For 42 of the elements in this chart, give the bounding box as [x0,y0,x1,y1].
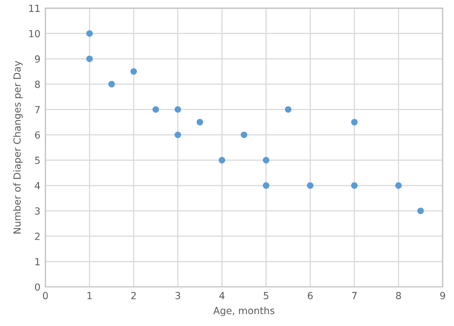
point [262,182,270,189]
point [218,156,226,164]
x-tick-label: 5 [264,292,268,300]
point [108,80,115,88]
point [351,118,358,126]
point [174,106,182,113]
x-tick-label: 8 [396,292,401,300]
x-tick-label: 9 [440,292,446,300]
point [306,182,314,189]
y-tick-label: 9 [34,55,40,63]
y-tick-label: 10 [29,30,40,38]
point [86,56,93,62]
point [86,30,93,37]
point [417,208,424,214]
y-tick-label: 11 [29,4,40,12]
x-tick-label: 2 [131,292,136,300]
y-tick-label: 4 [34,182,40,190]
y-axis-title: Number of Diaper Changes per Day [13,60,23,234]
y-tick-label: 0 [34,283,40,291]
y-tick-label: 3 [35,207,40,215]
x-axis-title: Age, months [213,306,274,316]
point [196,118,204,126]
point [240,132,248,138]
y-tick-label: 6 [35,131,40,139]
point [284,106,292,113]
y-tick-label: 7 [35,106,40,114]
x-tick-label: 1 [88,292,92,300]
point [174,132,182,138]
point [152,106,160,113]
point [351,182,358,189]
point [130,68,137,75]
y-tick-label: 8 [35,80,40,88]
x-tick-label: 4 [219,292,225,300]
x-tick-label: 0 [42,292,48,300]
point [395,182,402,189]
y-tick-label: 5 [35,156,40,164]
y-tick-label: 2 [35,232,40,240]
x-tick-label: 7 [352,292,357,300]
x-tick-label: 3 [175,292,180,300]
x-tick-label: 6 [308,292,313,300]
y-tick-label: 1 [35,258,40,266]
point [262,156,270,164]
